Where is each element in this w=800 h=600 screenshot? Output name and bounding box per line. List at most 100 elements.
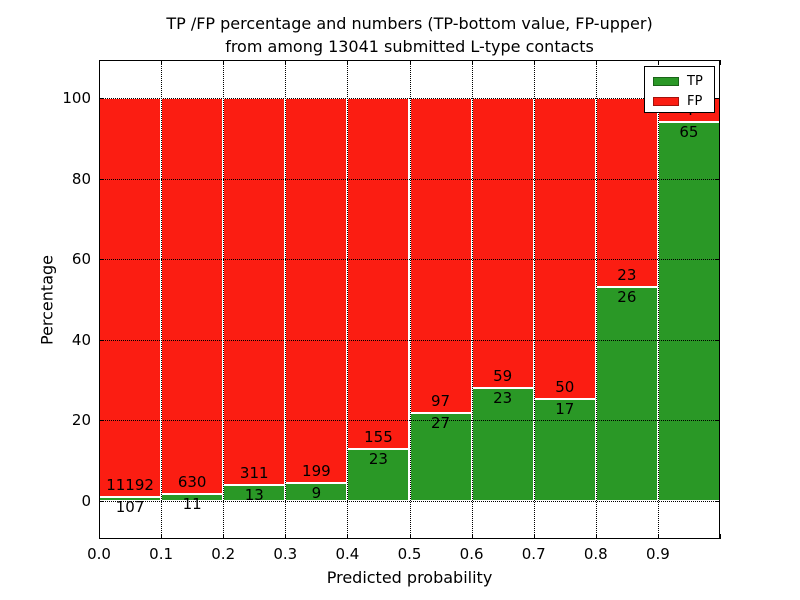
y-tick-mark-right	[715, 420, 720, 422]
y-tick-label: 40	[71, 330, 91, 349]
gridline-horizontal	[99, 98, 720, 100]
x-tick-label: 0.1	[149, 545, 174, 563]
bar-segment-fp	[285, 98, 348, 484]
bar-segment-fp	[595, 98, 658, 288]
legend-label-fp: FP	[687, 93, 703, 109]
y-tick-mark-right	[715, 500, 720, 502]
gridline-vertical	[595, 60, 597, 539]
gridline-horizontal	[99, 178, 720, 180]
x-tick-mark	[409, 534, 411, 539]
legend-item-tp: TP	[653, 73, 714, 89]
x-tick-mark-top	[161, 60, 163, 65]
bar-segment-fp	[161, 98, 224, 494]
bar-label-tp: 17	[555, 399, 575, 418]
x-tick-mark	[347, 534, 349, 539]
bar-segment-fp	[347, 98, 410, 449]
gridline-vertical	[657, 60, 659, 539]
x-tick-label: 0.8	[583, 545, 608, 563]
bar-label-fp: 50	[555, 377, 575, 396]
bar-segment-fp	[471, 98, 534, 388]
bar-segment-tp	[595, 287, 658, 501]
x-tick-mark-top	[595, 60, 597, 65]
chart-title-line1: TP /FP percentage and numbers (TP-bottom…	[166, 14, 653, 33]
gridline-horizontal	[99, 259, 720, 261]
gridline-vertical	[533, 60, 535, 539]
bar-label-tp: 65	[679, 122, 699, 141]
y-tick-mark-right	[715, 98, 720, 100]
x-tick-mark-top	[347, 60, 349, 65]
x-tick-mark	[223, 534, 225, 539]
bar-segment-tp	[471, 387, 534, 501]
y-tick-label: 60	[71, 250, 91, 269]
gridline-vertical	[161, 60, 163, 539]
bar-label-fp: 199	[302, 462, 331, 481]
x-tick-label: 0.3	[273, 545, 298, 563]
fp-swatch-icon	[653, 96, 679, 106]
x-tick-label: 0.9	[645, 545, 670, 563]
legend-item-fp: FP	[653, 93, 714, 109]
bar-segment-fp	[99, 98, 162, 497]
bar-label-fp: 155	[364, 427, 393, 446]
x-tick-mark	[720, 534, 721, 539]
x-tick-mark	[533, 534, 535, 539]
bar-label-tp: 23	[368, 449, 388, 468]
bar-segment-tp	[347, 448, 410, 501]
bar-label-fp: 630	[177, 472, 207, 491]
bar-label-fp: 311	[239, 463, 269, 482]
y-tick-mark	[99, 339, 104, 341]
y-tick-mark	[99, 500, 104, 502]
y-tick-mark	[99, 259, 104, 261]
y-tick-mark	[99, 98, 104, 100]
x-tick-label: 0.5	[397, 545, 422, 563]
x-tick-mark-top	[471, 60, 473, 65]
bar-segment-fp	[533, 98, 596, 399]
bar-label-tp: 27	[431, 414, 451, 433]
bar-label-fp: 97	[431, 392, 451, 411]
x-tick-mark-top	[409, 60, 411, 65]
x-tick-mark-top	[533, 60, 535, 65]
gridline-vertical	[471, 60, 473, 539]
bar-segment-tp	[533, 398, 596, 501]
bar-label-tp: 26	[617, 288, 637, 307]
x-tick-label: 0.2	[211, 545, 236, 563]
bar-segment-fp	[409, 98, 472, 414]
legend-label-tp: TP	[687, 73, 703, 89]
gridline-vertical	[285, 60, 287, 539]
y-tick-mark	[99, 178, 104, 180]
bar-label-fp: 23	[617, 266, 637, 285]
gridline-vertical	[223, 60, 225, 539]
gridline-horizontal	[99, 500, 720, 502]
x-tick-mark-top	[223, 60, 225, 65]
gridline-vertical	[409, 60, 411, 539]
y-tick-label: 20	[71, 411, 91, 430]
y-tick-mark-right	[715, 339, 720, 341]
y-tick-mark	[99, 420, 104, 422]
x-tick-label: 0.4	[335, 545, 360, 563]
bar-label-tp: 9	[311, 484, 322, 503]
tp-swatch-icon	[653, 76, 679, 86]
x-tick-mark-top	[285, 60, 287, 65]
bar-label-tp: 11	[182, 494, 202, 513]
bar-label-tp: 13	[244, 485, 264, 504]
x-tick-mark	[285, 534, 287, 539]
x-tick-mark	[657, 534, 659, 539]
y-tick-label: 100	[62, 89, 91, 108]
x-tick-mark-top	[720, 60, 721, 65]
x-tick-mark-top	[99, 60, 100, 65]
x-tick-label: 0.7	[521, 545, 546, 563]
y-tick-mark-right	[715, 259, 720, 261]
gridline-vertical	[347, 60, 349, 539]
y-tick-label: 0	[81, 491, 91, 510]
x-tick-mark	[471, 534, 473, 539]
bar-label-tp: 107	[115, 497, 145, 516]
x-tick-mark	[99, 534, 100, 539]
y-tick-mark-right	[715, 178, 720, 180]
gridline-horizontal	[99, 420, 720, 422]
gridline-horizontal	[99, 339, 720, 341]
bar-label-tp: 23	[493, 388, 513, 407]
x-tick-mark-top	[657, 60, 659, 65]
x-tick-mark	[161, 534, 163, 539]
x-tick-label: 0.0	[87, 545, 111, 563]
x-tick-label: 0.6	[459, 545, 484, 563]
